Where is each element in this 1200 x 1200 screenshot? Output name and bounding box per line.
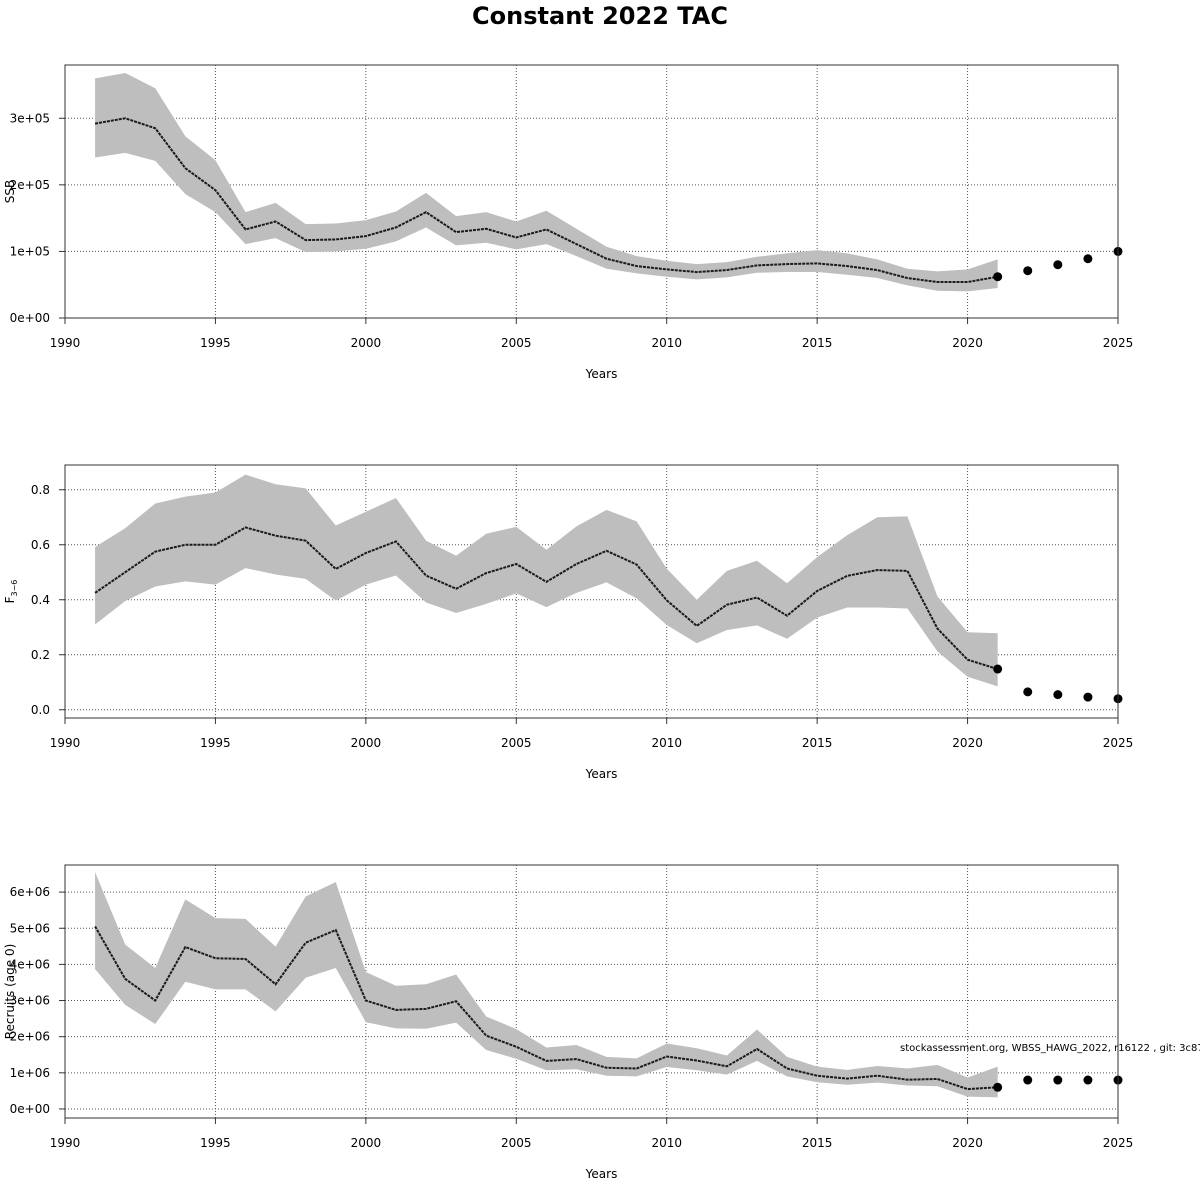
x-tick-label: 2010 bbox=[651, 336, 682, 350]
y-axis-label-subscript: 3−6 bbox=[10, 580, 19, 597]
x-tick-label: 1990 bbox=[50, 336, 81, 350]
x-tick-label: 2000 bbox=[351, 736, 382, 750]
figure-title: Constant 2022 TAC bbox=[472, 2, 728, 30]
y-tick-label: 2e+05 bbox=[10, 178, 50, 192]
x-axis-label: Years bbox=[585, 1167, 618, 1181]
plot-frame bbox=[64, 864, 1119, 1119]
x-tick-label: 1995 bbox=[200, 736, 231, 750]
y-tick-label: 0.6 bbox=[31, 538, 50, 552]
x-tick-label: 2005 bbox=[501, 336, 532, 350]
x-tick-label: 2000 bbox=[351, 1136, 382, 1150]
y-tick-label: 0.4 bbox=[31, 593, 50, 607]
y-tick-label: 3e+05 bbox=[10, 111, 50, 125]
projection-point bbox=[1083, 692, 1093, 702]
confidence-band bbox=[95, 872, 998, 1098]
y-tick-label: 1e+06 bbox=[10, 1066, 50, 1080]
estimate-line bbox=[94, 526, 998, 671]
plot-frame bbox=[64, 464, 1119, 719]
y-tick-label: 0.2 bbox=[31, 648, 50, 662]
x-tick-label: 2010 bbox=[651, 1136, 682, 1150]
y-tick-label: 0.0 bbox=[31, 703, 50, 717]
x-tick-label: 2025 bbox=[1103, 736, 1134, 750]
footnote: stockassessment.org, WBSS_HAWG_2022, r16… bbox=[900, 1043, 1200, 1054]
x-tick-label: 2015 bbox=[802, 1136, 833, 1150]
y-axis-label: Recruits (age 0) bbox=[3, 944, 17, 1040]
y-axis-label: SSB bbox=[3, 180, 17, 203]
projection-point bbox=[1083, 254, 1093, 264]
y-tick-label: 0e+00 bbox=[10, 311, 50, 325]
x-tick-label: 2015 bbox=[802, 736, 833, 750]
x-tick-label: 2020 bbox=[952, 336, 983, 350]
projection-point bbox=[993, 1082, 1003, 1092]
y-tick-label: 6e+06 bbox=[10, 885, 50, 899]
confidence-band bbox=[95, 474, 998, 687]
x-axis-label: Years bbox=[585, 767, 618, 781]
projection-point bbox=[993, 664, 1003, 674]
panels: 1990 1995 2000 2005 2010 2015 2020 2025 0e+00 1e+… bbox=[3, 64, 1134, 1181]
estimate-line bbox=[94, 117, 998, 284]
x-tick-label: 2005 bbox=[501, 1136, 532, 1150]
x-tick-label: 2015 bbox=[802, 336, 833, 350]
x-tick-label: 2020 bbox=[952, 1136, 983, 1150]
projection-point bbox=[1053, 1075, 1063, 1085]
panel-3: 1990 1995 2000 2005 2010 2015 2020 2025 0e+00 1e+… bbox=[3, 864, 1134, 1181]
projection-point bbox=[993, 272, 1003, 282]
projection-point bbox=[1053, 260, 1063, 270]
x-tick-label: 2000 bbox=[351, 336, 382, 350]
y-tick-label: 0.8 bbox=[31, 483, 50, 497]
projection-point bbox=[1083, 1075, 1093, 1085]
y-tick-label: 4e+06 bbox=[10, 957, 50, 971]
x-tick-label: 1990 bbox=[50, 736, 81, 750]
confidence-band bbox=[95, 72, 998, 292]
x-tick-label: 2010 bbox=[651, 736, 682, 750]
panel-1: 1990 1995 2000 2005 2010 2015 2020 2025 0e+00 1e+… bbox=[3, 64, 1134, 381]
x-tick-label: 1990 bbox=[50, 1136, 81, 1150]
projection-point bbox=[1023, 687, 1033, 697]
x-tick-label: 1995 bbox=[200, 336, 231, 350]
projection-point bbox=[1023, 1075, 1033, 1085]
projection-point bbox=[1023, 266, 1033, 276]
x-axis-label: Years bbox=[585, 367, 618, 381]
plot-frame bbox=[64, 64, 1119, 319]
y-tick-label: 1e+05 bbox=[10, 244, 50, 258]
x-tick-label: 2025 bbox=[1103, 336, 1134, 350]
x-tick-label: 2025 bbox=[1103, 1136, 1134, 1150]
x-tick-label: 2005 bbox=[501, 736, 532, 750]
y-tick-label: 5e+06 bbox=[10, 921, 50, 935]
y-tick-label: 0e+00 bbox=[10, 1102, 50, 1116]
x-tick-label: 2020 bbox=[952, 736, 983, 750]
projection-point bbox=[1053, 690, 1063, 700]
x-tick-label: 1995 bbox=[200, 1136, 231, 1150]
estimate-line bbox=[94, 925, 998, 1091]
y-tick-label: 3e+06 bbox=[10, 994, 50, 1008]
panel-2: 1990 1995 2000 2005 2010 2015 2020 2025 0.0 0.2 0.… bbox=[3, 464, 1134, 781]
y-axis-label: F3−6 bbox=[3, 580, 19, 604]
y-tick-label: 2e+06 bbox=[10, 1030, 50, 1044]
